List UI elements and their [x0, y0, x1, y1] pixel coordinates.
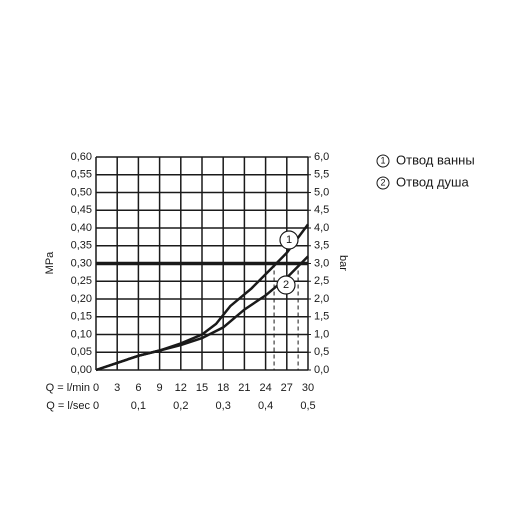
legend-marker: [376, 176, 390, 190]
y2-tick-label: 5,0: [314, 186, 329, 198]
y-axis-label: MPa: [44, 251, 56, 275]
y-tick-label: 0,50: [71, 186, 92, 198]
legend-marker-label: 2: [380, 177, 385, 187]
y2-tick-label: 5,5: [314, 169, 329, 181]
y2-tick-label: 3,0: [314, 257, 329, 269]
x2-tick-label: 0,3: [216, 400, 231, 412]
y-tick-label: 0,10: [71, 328, 92, 340]
y-tick-label: 0,40: [71, 222, 92, 234]
y-tick-label: 0,45: [71, 204, 92, 216]
x2-tick-label: 0: [93, 400, 99, 412]
x2-tick-label: 0,2: [173, 400, 188, 412]
x2-tick-label: 0,4: [258, 400, 273, 412]
y2-tick-label: 0,5: [314, 346, 329, 358]
y2-tick-label: 2,0: [314, 293, 329, 305]
y-tick-label: 0,55: [71, 169, 92, 181]
x2-axis-label: Q = l/sec: [46, 400, 90, 412]
curve-label-circle: [276, 275, 296, 295]
curve-label: 1: [286, 234, 292, 246]
x-tick-label: 6: [135, 382, 141, 394]
y2-tick-label: 4,5: [314, 204, 329, 216]
y2-tick-label: 6,0: [314, 151, 329, 163]
x-tick-label: 27: [281, 382, 293, 394]
legend-label: Отвод ванны: [396, 152, 475, 167]
x-tick-label: 9: [157, 382, 163, 394]
x2-tick-label: 0,1: [131, 400, 146, 412]
x-tick-label: 3: [114, 382, 120, 394]
legend-label: Отвод душа: [396, 174, 469, 189]
x-tick-label: 0: [93, 382, 99, 394]
y-tick-label: 0,05: [71, 346, 92, 358]
y-tick-label: 0,35: [71, 240, 92, 252]
y-tick-label: 0,15: [71, 311, 92, 323]
y-tick-label: 0,30: [71, 257, 92, 269]
x-tick-label: 21: [238, 382, 250, 394]
x-tick-label: 18: [217, 382, 229, 394]
y-tick-label: 0,60: [71, 151, 92, 163]
legend-marker: [376, 154, 390, 168]
y2-tick-label: 2,5: [314, 275, 329, 287]
legend: 1 Отвод ванны 2 Отвод душа: [376, 152, 475, 190]
y-tick-label: 0,00: [71, 364, 92, 376]
y2-tick-label: 0,0: [314, 364, 329, 376]
curve-label: 2: [283, 279, 289, 291]
y2-tick-label: 3,5: [314, 240, 329, 252]
x-tick-label: 12: [175, 382, 187, 394]
y-tick-label: 0,20: [71, 293, 92, 305]
y2-tick-label: 4,0: [314, 222, 329, 234]
x-tick-label: 15: [196, 382, 208, 394]
x2-tick-label: 0,5: [300, 400, 315, 412]
curve-label-circle: [279, 230, 299, 250]
x-tick-label: 30: [302, 382, 314, 394]
x-axis-label: Q = l/min: [46, 382, 90, 394]
y2-axis-label: bar: [337, 255, 349, 271]
y-tick-label: 0,25: [71, 275, 92, 287]
x-tick-label: 24: [259, 382, 271, 394]
legend-marker-label: 1: [380, 155, 385, 165]
series-line: [95, 255, 309, 372]
y2-tick-label: 1,5: [314, 311, 329, 323]
y2-tick-label: 1,0: [314, 328, 329, 340]
